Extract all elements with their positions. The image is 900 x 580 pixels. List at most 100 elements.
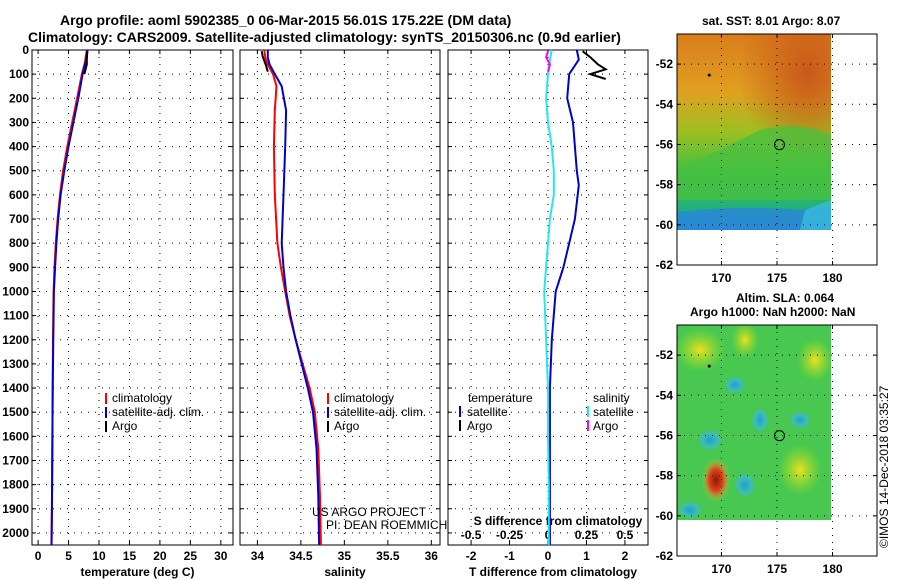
y-tick-label: 1900 <box>2 502 29 516</box>
y-tick-label: 400 <box>9 140 29 154</box>
credit-pi: PI: DEAN ROEMMICH <box>326 518 447 532</box>
island-marker <box>707 364 711 368</box>
x-tick-label: 170 <box>711 271 731 285</box>
plot-frame <box>239 49 441 546</box>
y-tick-label: 200 <box>9 91 29 105</box>
y-tick-label: -52 <box>656 348 674 362</box>
sla-blue-eddy <box>750 406 770 434</box>
x-tick-label: 0 <box>35 549 42 563</box>
x-tick-label: 35.5 <box>376 549 400 563</box>
y-tick-label: -60 <box>656 509 674 523</box>
y-tick-label: 1500 <box>2 405 29 419</box>
sst-map <box>677 34 877 265</box>
x-tick-label: 36 <box>425 549 439 563</box>
y-tick-label: 800 <box>9 236 29 250</box>
series-line <box>83 51 89 75</box>
legend-temperature-heading: temperature <box>468 391 533 405</box>
profile-location-marker <box>773 430 785 442</box>
y-tick-label: -54 <box>656 97 674 111</box>
y-tick-label: -52 <box>656 57 674 71</box>
difference-panel: -2 -1 0 1 2-0.5 -0.25 0 0.25 0.5S difference fro… <box>447 49 649 579</box>
series-line <box>548 49 580 545</box>
x-tick-label: 34 <box>251 549 265 563</box>
sla-blue-eddy <box>676 500 704 520</box>
x-tick-label: 170 <box>711 562 731 576</box>
difference-legend: temperature salinity satellite Argo sate… <box>459 391 634 433</box>
title-line-1: Argo profile: aoml 5902385_0 06-Mar-2015… <box>60 12 511 28</box>
x-tick-label: 0 <box>545 549 552 563</box>
sla-red-eddy <box>702 458 730 502</box>
y-tick-label: 1300 <box>2 357 29 371</box>
y-tick-label: 1700 <box>2 453 29 467</box>
temperature-legend: climatology satellite-adj. clim. Argo <box>105 391 204 433</box>
y-tick-label: -56 <box>656 428 674 442</box>
x-tick-label: 1 <box>583 549 590 563</box>
legend-argo-label: Argo <box>112 419 138 433</box>
y-tick-label: -54 <box>656 388 674 402</box>
y-tick-label: 900 <box>9 260 29 274</box>
y-tick-label: 0 <box>22 43 29 57</box>
x-tick-label: 5 <box>65 549 72 563</box>
x2-axis-label: S difference from climatology <box>474 514 643 528</box>
y-tick-label: 600 <box>9 188 29 202</box>
x-tick-label: 30 <box>214 549 228 563</box>
sst-map-title: sat. SST: 8.01 Argo: 8.07 <box>702 14 841 28</box>
x-axis-label: salinity <box>324 565 366 579</box>
salinity-panel: 34 34.5 35 35.5 36 salinity <box>239 49 441 579</box>
y-tick-label: 1400 <box>2 381 29 395</box>
series-line <box>543 49 555 545</box>
series-line <box>545 50 551 72</box>
y-tick-label: -62 <box>656 549 674 563</box>
series-line <box>263 49 322 546</box>
legend-sal-satellite-label: satellite <box>593 405 634 419</box>
x2-tick-label: 0.5 <box>617 528 634 542</box>
x-axis-label: T difference from climatology <box>469 565 637 579</box>
x-tick-label: 25 <box>184 549 198 563</box>
y-tick-label: -62 <box>656 258 674 272</box>
legend-climatology-label: climatology <box>112 391 172 405</box>
temperature-panel: 0100200300400500600700800900100011001200… <box>2 43 234 579</box>
series-line <box>260 51 269 72</box>
sst-blue-zone <box>677 206 831 230</box>
x2-tick-label: -0.5 <box>461 528 482 542</box>
y-tick-label: 1600 <box>2 429 29 443</box>
sla-yellow-blob <box>674 328 726 372</box>
sst-cold-coast <box>800 200 831 230</box>
legend-temp-satellite-label: satellite <box>467 405 508 419</box>
y-tick-label: -58 <box>656 469 674 483</box>
y-tick-label: 500 <box>9 164 29 178</box>
title-line-2: Climatology: CARS2009. Satellite-adjuste… <box>28 29 621 45</box>
y-tick-label: 700 <box>9 212 29 226</box>
sla-blue-eddy <box>696 428 724 452</box>
island-marker <box>707 73 711 77</box>
x-tick-label: 10 <box>92 549 106 563</box>
sla-map-title-line1: Altim. SLA: 0.064 <box>736 291 834 305</box>
x2-tick-label: 0.25 <box>575 528 599 542</box>
sla-blue-eddy <box>733 471 757 499</box>
series-line <box>50 49 89 546</box>
y-tick-label: 1800 <box>2 478 29 492</box>
y-tick-label: 300 <box>9 115 29 129</box>
x-tick-label: 175 <box>767 271 787 285</box>
series-line <box>50 49 88 546</box>
legend-satellite-label: satellite-adj. clim. <box>334 405 426 419</box>
legend-satellite-label: satellite-adj. clim. <box>112 405 204 419</box>
legend-temp-argo-label: Argo <box>467 419 493 433</box>
salinity-legend: climatology satellite-adj. clim. Argo US… <box>312 391 447 532</box>
sla-blue-eddy <box>788 410 812 430</box>
legend-salinity-heading: salinity <box>593 391 630 405</box>
x2-tick-label: -0.25 <box>496 528 524 542</box>
legend-argo-label: Argo <box>334 419 360 433</box>
sla-yellow-blob <box>778 444 822 496</box>
x-tick-label: -2 <box>466 549 477 563</box>
x-tick-label: 34.5 <box>289 549 313 563</box>
x-tick-label: 180 <box>823 271 843 285</box>
legend-climatology-label: climatology <box>334 391 394 405</box>
x-tick-label: 20 <box>153 549 167 563</box>
y-tick-label: 1000 <box>2 284 29 298</box>
sla-map-title-line2: Argo h1000: NaN h2000: NaN <box>690 305 855 319</box>
legend-sal-argo-label: Argo <box>593 419 619 433</box>
sla-map <box>674 322 877 556</box>
x-tick-label: 180 <box>823 562 843 576</box>
